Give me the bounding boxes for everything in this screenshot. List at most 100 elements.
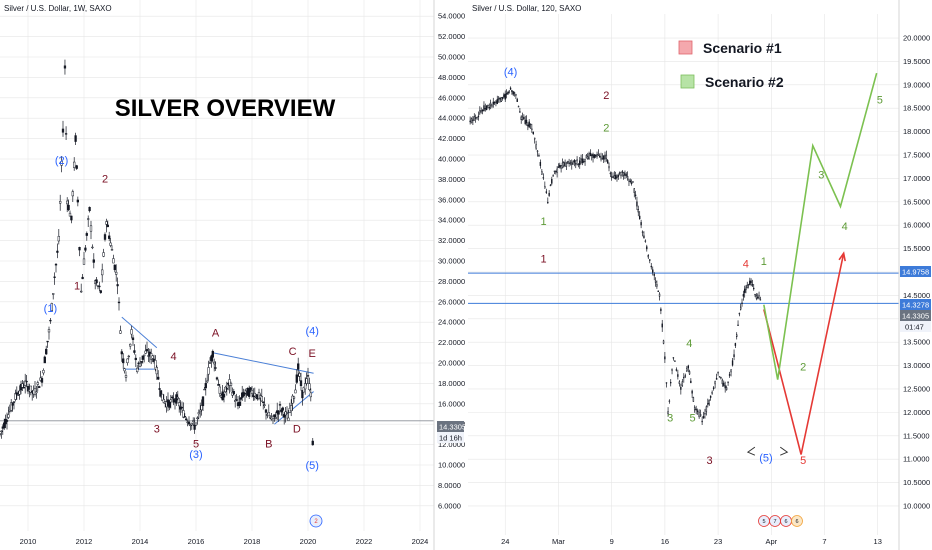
- candle-body: [541, 171, 543, 175]
- candle-body: [295, 374, 298, 383]
- price-tick-label: 16.5000: [903, 197, 930, 206]
- candle-body: [632, 181, 634, 183]
- candle-body: [646, 246, 648, 250]
- candle-body: [302, 387, 305, 393]
- left-price-axis[interactable]: 54.0000 52.0000 50.0000 48.0000 46.0000 44.00…: [438, 12, 465, 511]
- left-time-axis[interactable]: 2010 2012 2014 2016 2018 2020 2022 2024: [20, 537, 429, 546]
- candle-body: [618, 171, 621, 174]
- candle-body: [511, 90, 513, 92]
- candle-body: [538, 155, 540, 157]
- candle-body: [721, 379, 724, 385]
- candle-body: [630, 182, 633, 184]
- candle-body: [492, 101, 494, 105]
- left-chart-panel[interactable]: (1) (2) 1 2 3 4 5(3) A B C D E (4) (5) Silver / U.S. …: [0, 0, 434, 531]
- candle-body: [291, 395, 294, 404]
- candle-body: [580, 158, 582, 160]
- trendline-upper: [121, 316, 158, 349]
- candle-body: [657, 290, 659, 293]
- candle-body: [649, 259, 651, 261]
- candle-body: [63, 65, 67, 69]
- candle-body: [144, 350, 147, 354]
- candle-body: [168, 400, 171, 408]
- candle-body: [573, 160, 576, 163]
- candle-body: [105, 221, 108, 225]
- candle-body: [25, 380, 28, 383]
- time-tick-label: Apr: [765, 537, 777, 546]
- right-candlesticks: [469, 86, 762, 425]
- candle-body: [47, 329, 51, 333]
- candle-body: [119, 330, 122, 334]
- candle-body: [175, 394, 178, 404]
- candle-body: [101, 269, 104, 276]
- candle-body: [725, 387, 728, 391]
- candle-body: [665, 382, 668, 384]
- candle-body: [662, 340, 665, 344]
- candle-body: [190, 422, 193, 426]
- time-tick-label: 24: [501, 537, 509, 546]
- candle-body: [626, 176, 629, 180]
- candle-body: [281, 407, 284, 411]
- candle-body: [112, 258, 115, 264]
- left-event-badge[interactable]: 2: [309, 514, 323, 528]
- candle-body: [708, 399, 710, 405]
- candle-body: [728, 374, 731, 376]
- candle-body: [617, 175, 620, 177]
- wave-label: 5: [800, 455, 806, 467]
- candle-body: [45, 348, 48, 355]
- left-wave-labels: (1) (2) 1 2 3 4 5(3) A B C D E (4) (5): [44, 155, 319, 472]
- candle-body: [473, 116, 475, 121]
- time-tick-label: Mar: [552, 537, 565, 546]
- candle-body: [29, 385, 32, 393]
- candle-body: [691, 390, 693, 394]
- left-gridlines: [0, 0, 434, 531]
- candle-body: [542, 177, 545, 179]
- candle-body: [650, 265, 652, 268]
- wave-label: B: [265, 439, 272, 451]
- price-tick-label: 54.0000: [438, 12, 465, 21]
- candle-body: [92, 259, 95, 263]
- candle-body: [50, 303, 53, 312]
- candle-body: [532, 131, 534, 135]
- candle-body: [576, 159, 578, 162]
- wave-label: 3: [818, 169, 824, 181]
- candle-body: [699, 414, 702, 416]
- candle-body: [22, 387, 25, 389]
- right-countdown-tag-box: [900, 321, 931, 332]
- right-drawn-lines: [468, 272, 899, 304]
- candle-body: [507, 91, 509, 95]
- legend-label-scenario-2: Scenario #2: [705, 74, 784, 90]
- wave-label: 2: [102, 173, 108, 185]
- candle-body: [210, 355, 213, 362]
- price-tick-label: 11.5000: [903, 431, 930, 440]
- candle-body: [688, 371, 691, 375]
- wave-label: 3: [707, 455, 713, 467]
- right-event-badges[interactable]: 5 7 6 6: [758, 515, 803, 527]
- candle-body: [203, 388, 206, 391]
- wave-label: 1: [74, 281, 80, 293]
- candle-body: [653, 274, 655, 276]
- candle-body: [505, 93, 508, 95]
- right-price-tag-box: [900, 310, 931, 321]
- candle-body: [563, 162, 565, 167]
- candle-body: [628, 179, 630, 182]
- candle-body: [127, 355, 130, 358]
- candle-body: [126, 358, 129, 363]
- candle-body: [504, 93, 506, 100]
- price-tick-label: 18.5000: [903, 104, 930, 113]
- candle-body: [491, 105, 493, 107]
- price-tick-label: 50.0000: [438, 53, 465, 62]
- time-tick-label: 16: [661, 537, 669, 546]
- right-time-axis[interactable]: 24 Mar 9 16 23 Apr 7 13: [501, 537, 882, 546]
- candle-body: [120, 351, 123, 355]
- candle-body: [692, 397, 695, 402]
- candle-body: [605, 154, 608, 159]
- candle-body: [681, 381, 684, 387]
- left-countdown-tag: 1d 16h: [439, 434, 462, 443]
- candle-body: [596, 154, 598, 157]
- candle-body: [754, 293, 756, 296]
- candle-body: [155, 367, 158, 375]
- candle-body: [687, 365, 689, 369]
- candle-body: [525, 119, 528, 124]
